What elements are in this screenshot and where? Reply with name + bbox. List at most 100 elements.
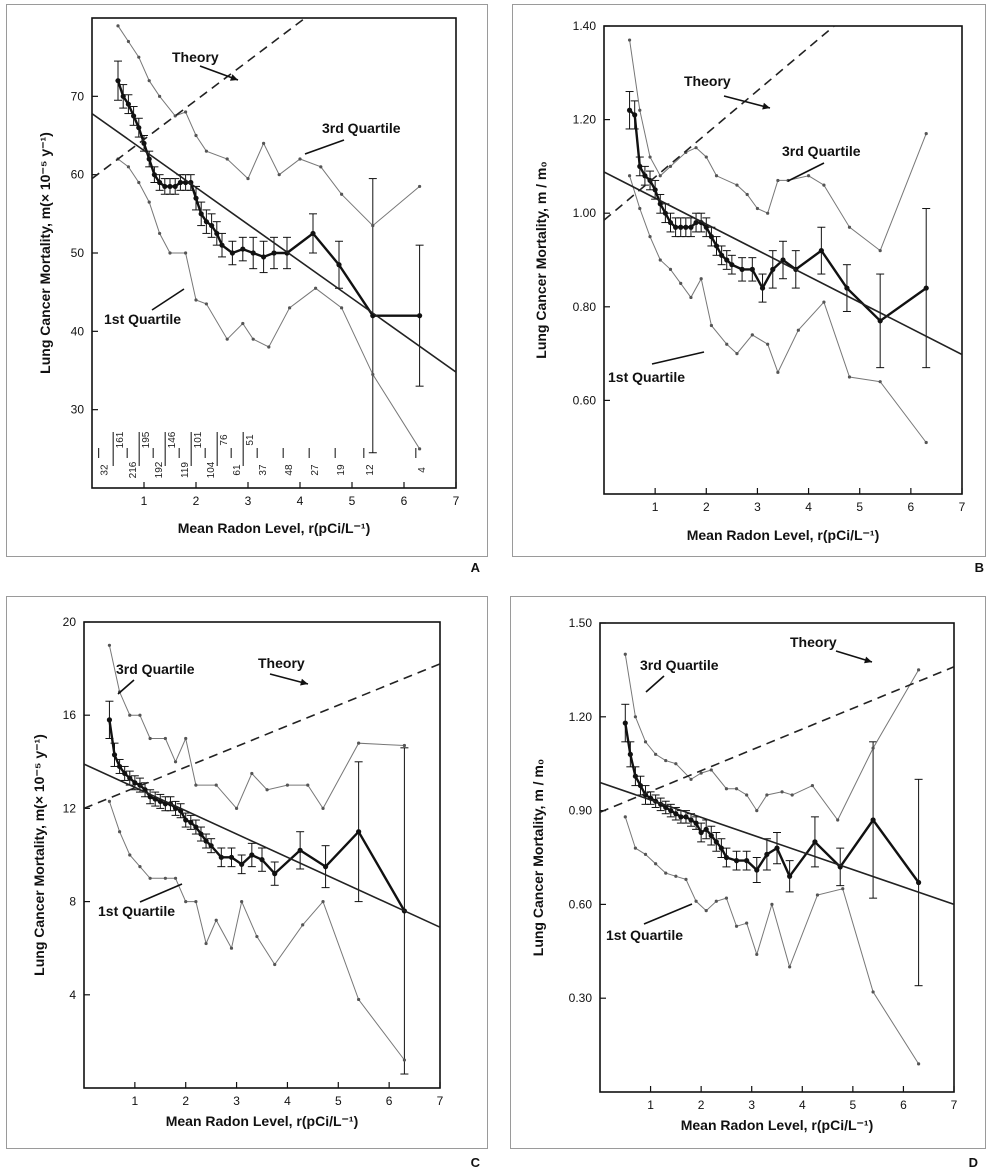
chart-b-x-tick-label: 4 xyxy=(805,500,812,514)
chart-a-bin-count-bottom: 61 xyxy=(232,464,243,476)
chart-d-mean-point xyxy=(622,720,628,726)
chart-d-mean-point xyxy=(683,814,689,820)
chart-a-x-tick-label: 4 xyxy=(297,494,304,508)
chart-a-mean-point xyxy=(125,101,131,107)
chart-d-first-quartile-point xyxy=(788,965,792,969)
chart-a-third-quartile-point xyxy=(158,94,162,98)
chart-a-bin-count-bottom: 104 xyxy=(206,461,217,478)
chart-a-mean-line xyxy=(116,80,420,317)
chart-b-mean-point xyxy=(683,224,689,230)
chart-d-annotation-theory: Theory xyxy=(790,634,837,650)
chart-c-third-quartile-point xyxy=(265,788,269,792)
chart-c-mean-line xyxy=(108,719,406,912)
chart-c-first-quartile-point xyxy=(138,865,142,869)
chart-b-mean-point xyxy=(703,224,709,230)
chart-c-plot-area xyxy=(83,621,441,1089)
chart-c-theory-line xyxy=(84,663,440,810)
chart-c-x-tick-label: 2 xyxy=(182,1094,189,1108)
chart-d-mean-point xyxy=(754,867,760,873)
chart-b-mean-point xyxy=(626,107,633,113)
chart-c-y-axis-label: Lung Cancer Mortality, m(× 10⁻⁵ y⁻¹) xyxy=(31,734,47,976)
chart-b-third-quartile-point xyxy=(745,192,749,197)
chart-a-mean-point xyxy=(219,242,225,248)
chart-a-annotation-third-quartile: 3rd Quartile xyxy=(322,120,401,136)
chart-d-first-quartile-point xyxy=(745,921,749,925)
chart-c-mean-point xyxy=(188,819,194,825)
chart-c-y-tick-label: 8 xyxy=(69,895,76,909)
chart-b-x-tick-label: 1 xyxy=(652,500,659,514)
chart-c-mean-point xyxy=(259,857,265,863)
chart-d-first-quartile-point xyxy=(871,990,875,994)
chart-d-first-quartile-point xyxy=(724,896,729,900)
chart-d-third-quartile-point xyxy=(765,793,769,797)
chart-a-panel-letter: A xyxy=(471,560,481,575)
chart-c-annotation-theory: Theory xyxy=(258,655,305,671)
chart-c-third-quartile-point xyxy=(250,771,254,776)
chart-a-first-quartile-point xyxy=(225,337,229,341)
chart-a-mean-point xyxy=(162,183,168,190)
chart-b-third-quartile-point xyxy=(627,38,632,42)
chart-a-first-quartile-point xyxy=(241,321,245,326)
chart-d-first-quartile-point xyxy=(694,899,698,903)
chart-c-panel-letter: C xyxy=(471,1155,481,1170)
chart-d-annotation-third-quartile-pointer xyxy=(645,675,665,693)
chart-d-annotation-first-quartile-pointer xyxy=(643,903,693,925)
chart-d-third-quartile-point xyxy=(643,740,648,744)
chart-d-third-quartile-point xyxy=(836,818,840,822)
chart-d-third-quartile-point xyxy=(871,746,875,750)
chart-d-mean-point xyxy=(764,851,770,857)
chart-c-first-quartile-point xyxy=(240,900,244,904)
chart-b-third-quartile-point xyxy=(755,206,760,211)
chart-c-third-quartile-point xyxy=(214,783,218,787)
chart-c-first-quartile-point xyxy=(301,923,305,927)
chart-b-third-quartile-point xyxy=(847,225,852,229)
chart-c-mean-point xyxy=(203,838,209,844)
chart-a-first-quartile-point xyxy=(184,251,188,255)
chart-b-first-quartile-point xyxy=(668,267,673,271)
chart-b-mean-point xyxy=(667,219,674,226)
chart-d-mean-point xyxy=(774,845,780,851)
chart-c-mean-point xyxy=(228,854,235,860)
chart-b-mean-point xyxy=(632,112,638,118)
panel-frame-d xyxy=(510,596,986,1149)
chart-a-annotation-theory: Theory xyxy=(172,49,219,65)
chart-c-first-quartile-point xyxy=(321,900,325,904)
chart-a-third-quartile-point xyxy=(418,184,422,189)
chart-a-x-tick-label: 1 xyxy=(141,494,148,508)
chart-a-first-quartile-line xyxy=(117,158,421,450)
chart-a-third-quartile-point xyxy=(298,157,302,161)
chart-a-x-tick-label: 2 xyxy=(193,494,200,508)
chart-a-bin-count-top: 161 xyxy=(115,431,126,448)
chart-c-first-quartile-point xyxy=(402,1058,406,1062)
chart-a-mean-point xyxy=(229,250,235,256)
chart-a-bin-count-bottom: 12 xyxy=(365,464,376,476)
chart-d-third-quartile-point xyxy=(780,790,784,794)
chart-c-first-quartile-point xyxy=(163,876,167,880)
chart-b-first-quartile-point xyxy=(766,342,770,346)
chart-c-first-quartile-point xyxy=(357,997,361,1002)
chart-a-mean-point xyxy=(261,254,267,260)
chart-c-x-axis-label: Mean Radon Level, r(pCi/L⁻¹) xyxy=(166,1113,359,1129)
chart-a-mean-point xyxy=(172,183,178,190)
chart-d-mean-point xyxy=(678,814,684,820)
chart-c-series-group xyxy=(84,643,440,1075)
chart-c-x-tick-label: 3 xyxy=(233,1094,240,1108)
chart-b-third-quartile-point xyxy=(704,155,708,159)
chart-c-first-quartile-point xyxy=(118,830,122,834)
chart-d-third-quartile-line xyxy=(624,654,920,821)
chart-c-first-quartile-point xyxy=(184,900,188,904)
chart-b-mean-point xyxy=(642,173,648,179)
chart-c-x-tick-label: 6 xyxy=(386,1094,393,1108)
chart-b-mean-point xyxy=(739,266,745,272)
chart-a-bin-count-top: 195 xyxy=(141,431,152,448)
chart-d-mean-point xyxy=(632,773,639,779)
chart-b-fit-line xyxy=(604,171,962,356)
chart-c-mean-point xyxy=(106,717,113,723)
chart-d-first-quartile-point xyxy=(714,899,718,903)
chart-a-first-quartile-point xyxy=(147,200,151,204)
chart-b-first-quartile-point xyxy=(699,277,703,281)
chart-b-panel-letter: B xyxy=(975,560,984,575)
chart-c-annotation-first-quartile: 1st Quartile xyxy=(98,903,175,919)
